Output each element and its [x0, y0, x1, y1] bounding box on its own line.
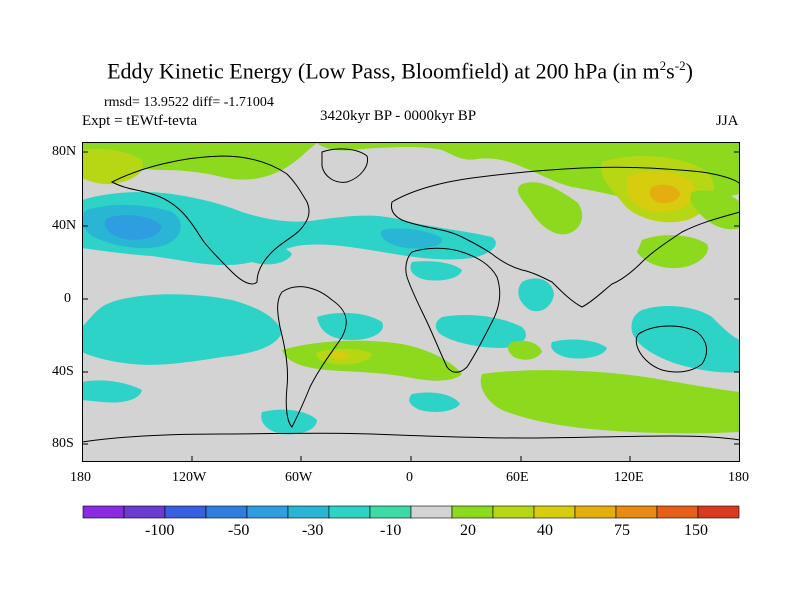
x-tick-label: 180 — [70, 470, 91, 485]
experiment-label: Expt = tEWtf-tevta — [82, 113, 198, 129]
color-legend — [82, 505, 740, 519]
legend-label: -100 — [145, 522, 175, 539]
legend-swatch — [451, 505, 494, 519]
anomaly-region — [82, 380, 142, 403]
anomaly-region — [480, 370, 740, 434]
legend-swatch — [369, 505, 412, 519]
x-tick-label: 120W — [172, 470, 207, 485]
legend-swatch — [246, 505, 289, 519]
anomaly-region — [380, 228, 443, 249]
x-tick-label: 0 — [406, 470, 413, 485]
legend-label: -50 — [228, 522, 250, 539]
anomaly-region — [690, 190, 740, 230]
legend-label: 40 — [537, 522, 553, 539]
anomaly-region — [551, 339, 607, 359]
anomaly-region — [508, 340, 542, 360]
coastlines — [82, 148, 740, 443]
anomaly-region — [649, 184, 680, 204]
anomaly-region — [104, 215, 162, 240]
y-tick-label: 80N — [52, 144, 77, 159]
legend-label: 150 — [684, 522, 708, 539]
coastline-australia — [635, 325, 708, 373]
coastline-greenland — [321, 148, 369, 183]
legend-swatch — [164, 505, 207, 519]
anomaly-region — [230, 240, 292, 265]
coastline-antarctica — [82, 432, 740, 443]
anomaly-region — [435, 315, 526, 348]
legend-swatch — [123, 505, 166, 519]
legend-swatch — [82, 505, 125, 519]
legend-swatch — [328, 505, 371, 519]
coastline-south-america — [277, 286, 347, 428]
anomaly-region — [631, 306, 740, 373]
legend-swatch — [410, 505, 453, 519]
legend-swatch — [287, 505, 330, 519]
axis-ticks — [82, 151, 740, 462]
period-label: 3420kyr BP - 0000kyr BP — [320, 108, 477, 124]
anomaly-region — [332, 351, 350, 360]
anomaly-region — [82, 192, 496, 266]
coastline-africa — [405, 247, 501, 373]
legend-label: 75 — [614, 522, 630, 539]
x-tick-label: 180 — [728, 470, 749, 485]
coastline-north-america — [110, 155, 310, 285]
legend-swatch — [574, 505, 617, 519]
x-tick-label: 60E — [506, 470, 529, 485]
anomaly-region — [410, 261, 462, 281]
anomaly-region — [82, 294, 282, 365]
y-tick-label: 40S — [52, 364, 74, 379]
anomaly-region — [517, 182, 583, 235]
map-plot — [82, 142, 740, 462]
legend-label: -10 — [380, 522, 402, 539]
y-tick-label: 40N — [52, 218, 77, 233]
anomaly-region — [637, 235, 708, 269]
season-label: JJA — [716, 113, 739, 129]
anomaly-region — [317, 312, 383, 340]
coastline-europe-asia — [391, 166, 740, 308]
chart-title: Eddy Kinetic Energy (Low Pass, Bloomfiel… — [107, 58, 693, 84]
legend-swatch — [205, 505, 248, 519]
legend-swatch — [492, 505, 535, 519]
legend-swatch — [615, 505, 658, 519]
legend-label: -30 — [302, 522, 324, 539]
x-tick-label: 120E — [614, 470, 644, 485]
stats-text: rmsd= 13.9522 diff= -1.71004 — [104, 95, 274, 110]
y-tick-label: 0 — [64, 291, 71, 306]
legend-label: 20 — [460, 522, 476, 539]
anomaly-region — [409, 392, 460, 412]
y-tick-label: 80S — [52, 436, 74, 451]
anomaly-region — [518, 278, 554, 312]
x-tick-label: 60W — [285, 470, 313, 485]
legend-swatch — [697, 505, 740, 519]
legend-swatch — [533, 505, 576, 519]
legend-swatch — [656, 505, 699, 519]
